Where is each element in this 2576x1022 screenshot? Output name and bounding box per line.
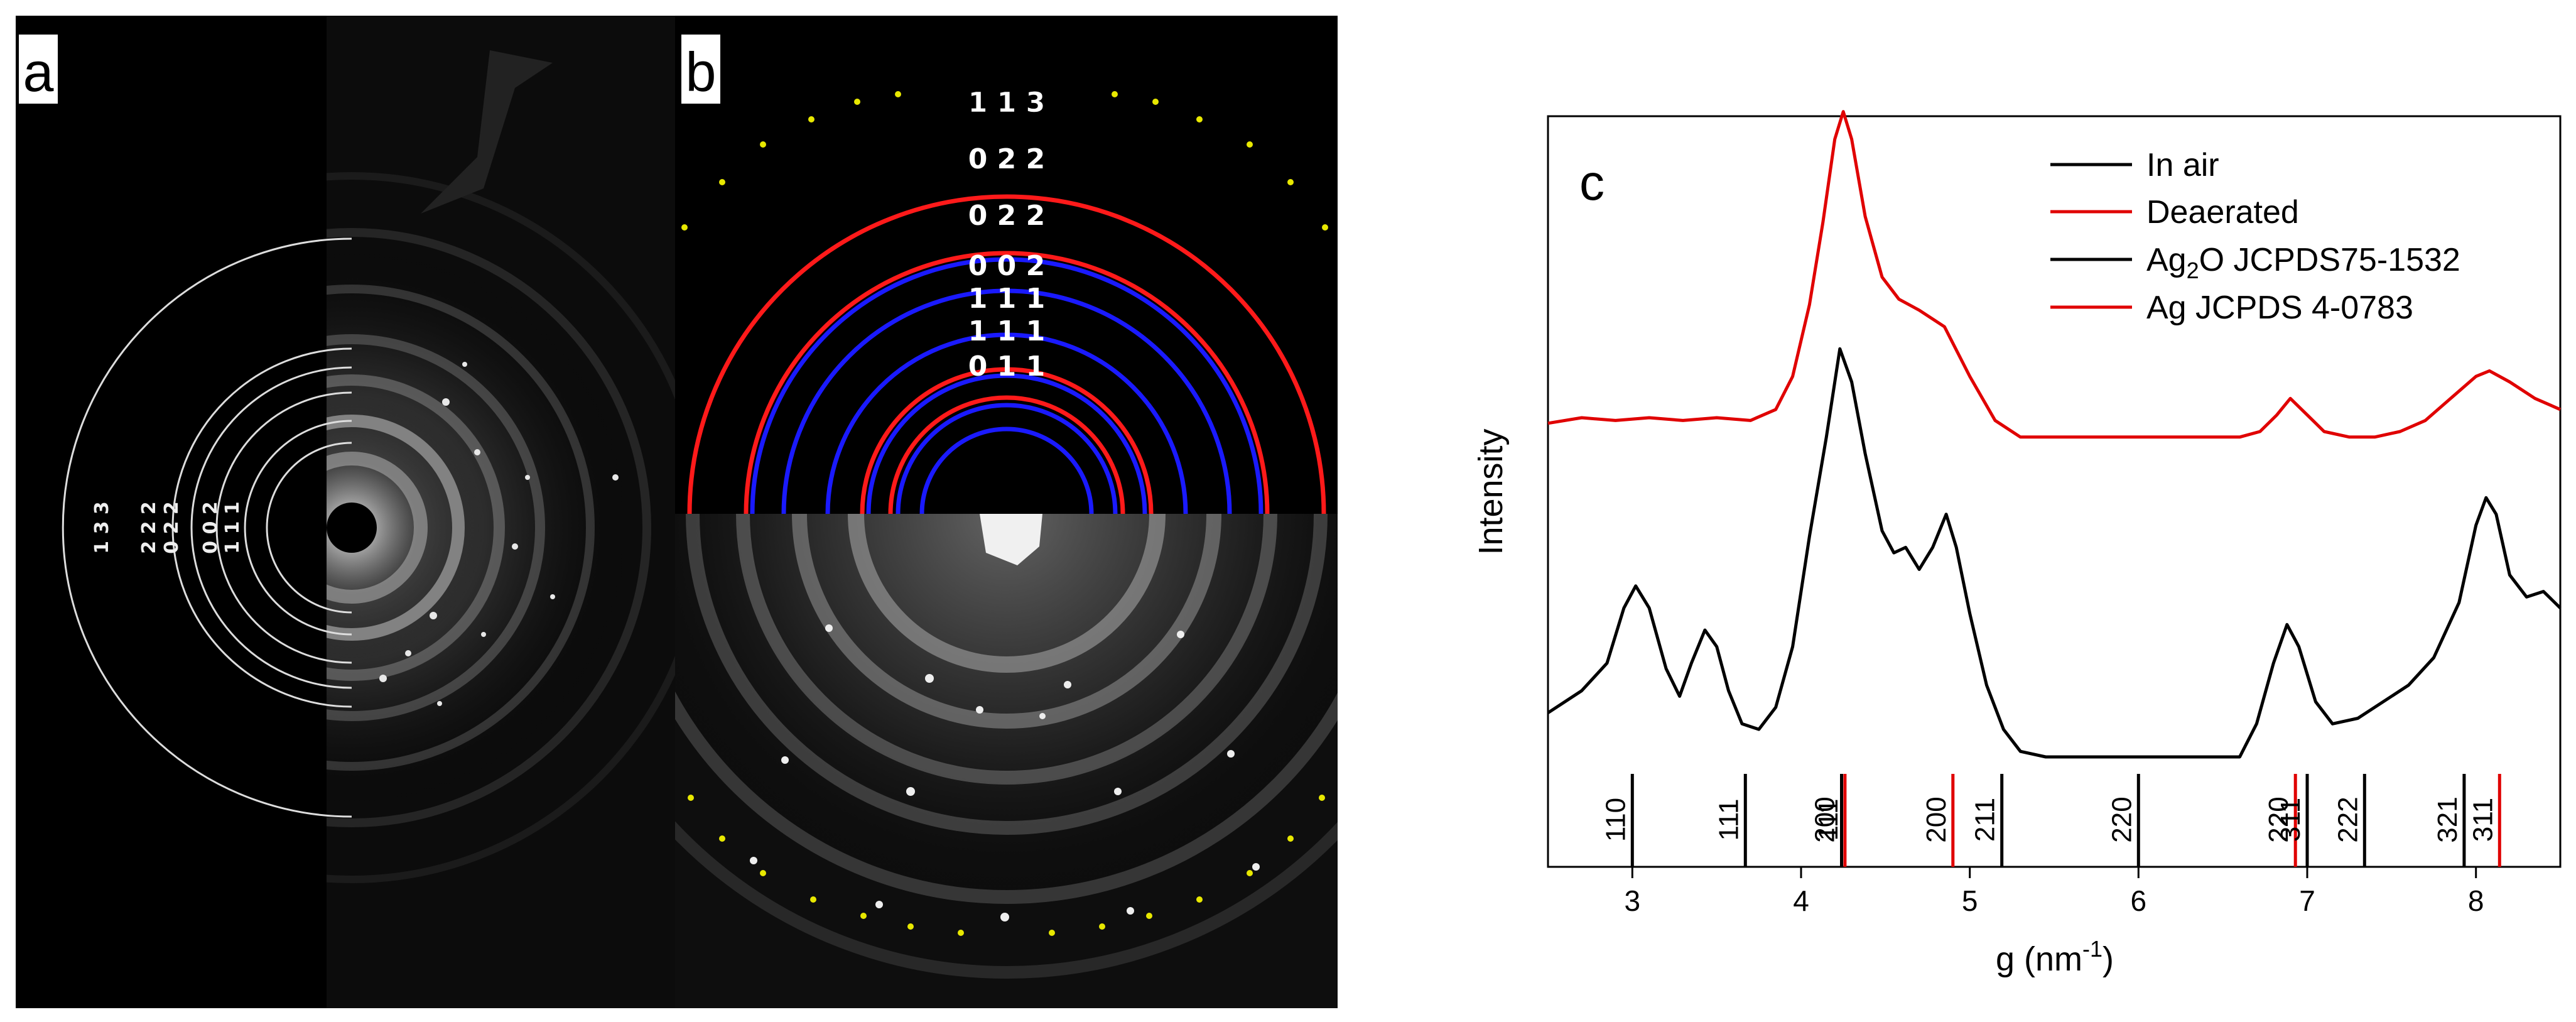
- panel-a-ring-label: 0 2 2: [161, 501, 183, 554]
- panel-b-marker-dots: [681, 91, 1328, 231]
- legend-label-in-air: In air: [2146, 147, 2219, 183]
- panel-b-letter: b: [686, 41, 717, 103]
- x-axis-label-sup: -1: [2082, 936, 2102, 962]
- reference-label: 111: [1813, 799, 1844, 841]
- reference-label: 321: [2432, 796, 2463, 842]
- panel-a-ring-label: 0 0 2: [200, 501, 222, 554]
- plot-frame: [1547, 115, 2562, 868]
- legend-label-ag2o: Ag2O JCPDS75-1532: [2146, 242, 2460, 283]
- x-tick-label: 8: [2468, 884, 2484, 917]
- panel-a-letter: a: [23, 41, 54, 103]
- panel-b: 1 1 3 0 2 2 0 2 2 0 0 2 1 1 1 1 1 1 0 1 …: [675, 16, 1338, 1008]
- y-axis-label: Intensity: [1472, 428, 1510, 555]
- panel-a-ring-labels: 1 3 3 2 2 2 0 2 2 0 0 2 1 1 1: [91, 501, 244, 554]
- reference-label: 220: [2263, 796, 2294, 842]
- x-axis-label-end: ): [2102, 940, 2114, 978]
- x-tick-label: 3: [1625, 884, 1641, 917]
- reference-label: 222: [2332, 796, 2363, 842]
- panel-a-ring-label: 1 1 1: [222, 501, 244, 554]
- legend-label-deaerated: Deaerated: [2146, 194, 2299, 231]
- legend-label-ag2o-sub: 2: [2187, 258, 2199, 283]
- reference-label: 211: [1970, 798, 2001, 842]
- series-layer: [1547, 110, 2562, 759]
- x-tick-label: 5: [1962, 884, 1978, 917]
- panel-b-ring-labels: 1 1 3 0 2 2 0 2 2 0 0 2 1 1 1 1 1 1 0 1 …: [968, 87, 1046, 383]
- panel-b-ring-label: 1 1 1: [968, 283, 1045, 315]
- reference-label: 200: [1921, 796, 1952, 842]
- panel-b-simulated-rings: [687, 194, 1326, 514]
- reference-label: 111: [1713, 799, 1744, 841]
- panel-b-diffraction-pattern: [675, 514, 1338, 979]
- panel-a: 1 3 3 2 2 2 0 2 2 0 0 2 1 1 1 a: [16, 16, 675, 1008]
- panel-a-ring-overlay: [62, 237, 352, 818]
- panel-b-ring-label: 1 1 3: [968, 87, 1045, 119]
- legend-label-ag2o-main: Ag: [2146, 242, 2187, 278]
- series-line-deaerated: [1547, 110, 2562, 439]
- x-axis-label: g (nm-1): [1996, 936, 2114, 978]
- panel-b-ring-label: 1 1 1: [968, 315, 1045, 347]
- x-axis-ticks: 3 4 5 6 7 8: [1625, 867, 2484, 917]
- legend: In air Deaerated Ag2O JCPDS75-1532 Ag JC…: [2050, 147, 2460, 326]
- panel-c-letter: c: [1579, 155, 1605, 210]
- reference-label: 220: [2106, 796, 2137, 842]
- panel-b-ring-label: 0 2 2: [968, 200, 1045, 232]
- panel-a-ring-label: 1 3 3: [91, 501, 113, 554]
- panel-b-ring-label: 0 0 2: [968, 250, 1045, 282]
- legend-label-ag: Ag JCPDS 4-0783: [2146, 290, 2413, 326]
- legend-label-ag2o-rest: O JCPDS75-1532: [2199, 242, 2460, 278]
- panel-a-letter-box: [19, 35, 58, 104]
- reference-label: 110: [1600, 798, 1631, 842]
- reference-label: 200: [1810, 796, 1841, 842]
- x-tick-label: 4: [1793, 884, 1809, 917]
- reference-lines: [1630, 774, 2501, 867]
- panel-b-ring-label: 0 2 2: [968, 143, 1045, 175]
- panel-b-letter-box: [681, 35, 720, 104]
- x-tick-label: 6: [2131, 884, 2147, 917]
- reference-label: 311: [2275, 798, 2306, 842]
- series-line-in-air: [1547, 347, 2562, 759]
- x-tick-label: 7: [2299, 884, 2315, 917]
- panel-b-ring-label: 0 1 1: [968, 351, 1045, 383]
- panel-a-ring-label: 2 2 2: [138, 501, 160, 554]
- x-axis-label-main: g (nm: [1996, 940, 2082, 978]
- reference-label: 311: [2467, 798, 2498, 842]
